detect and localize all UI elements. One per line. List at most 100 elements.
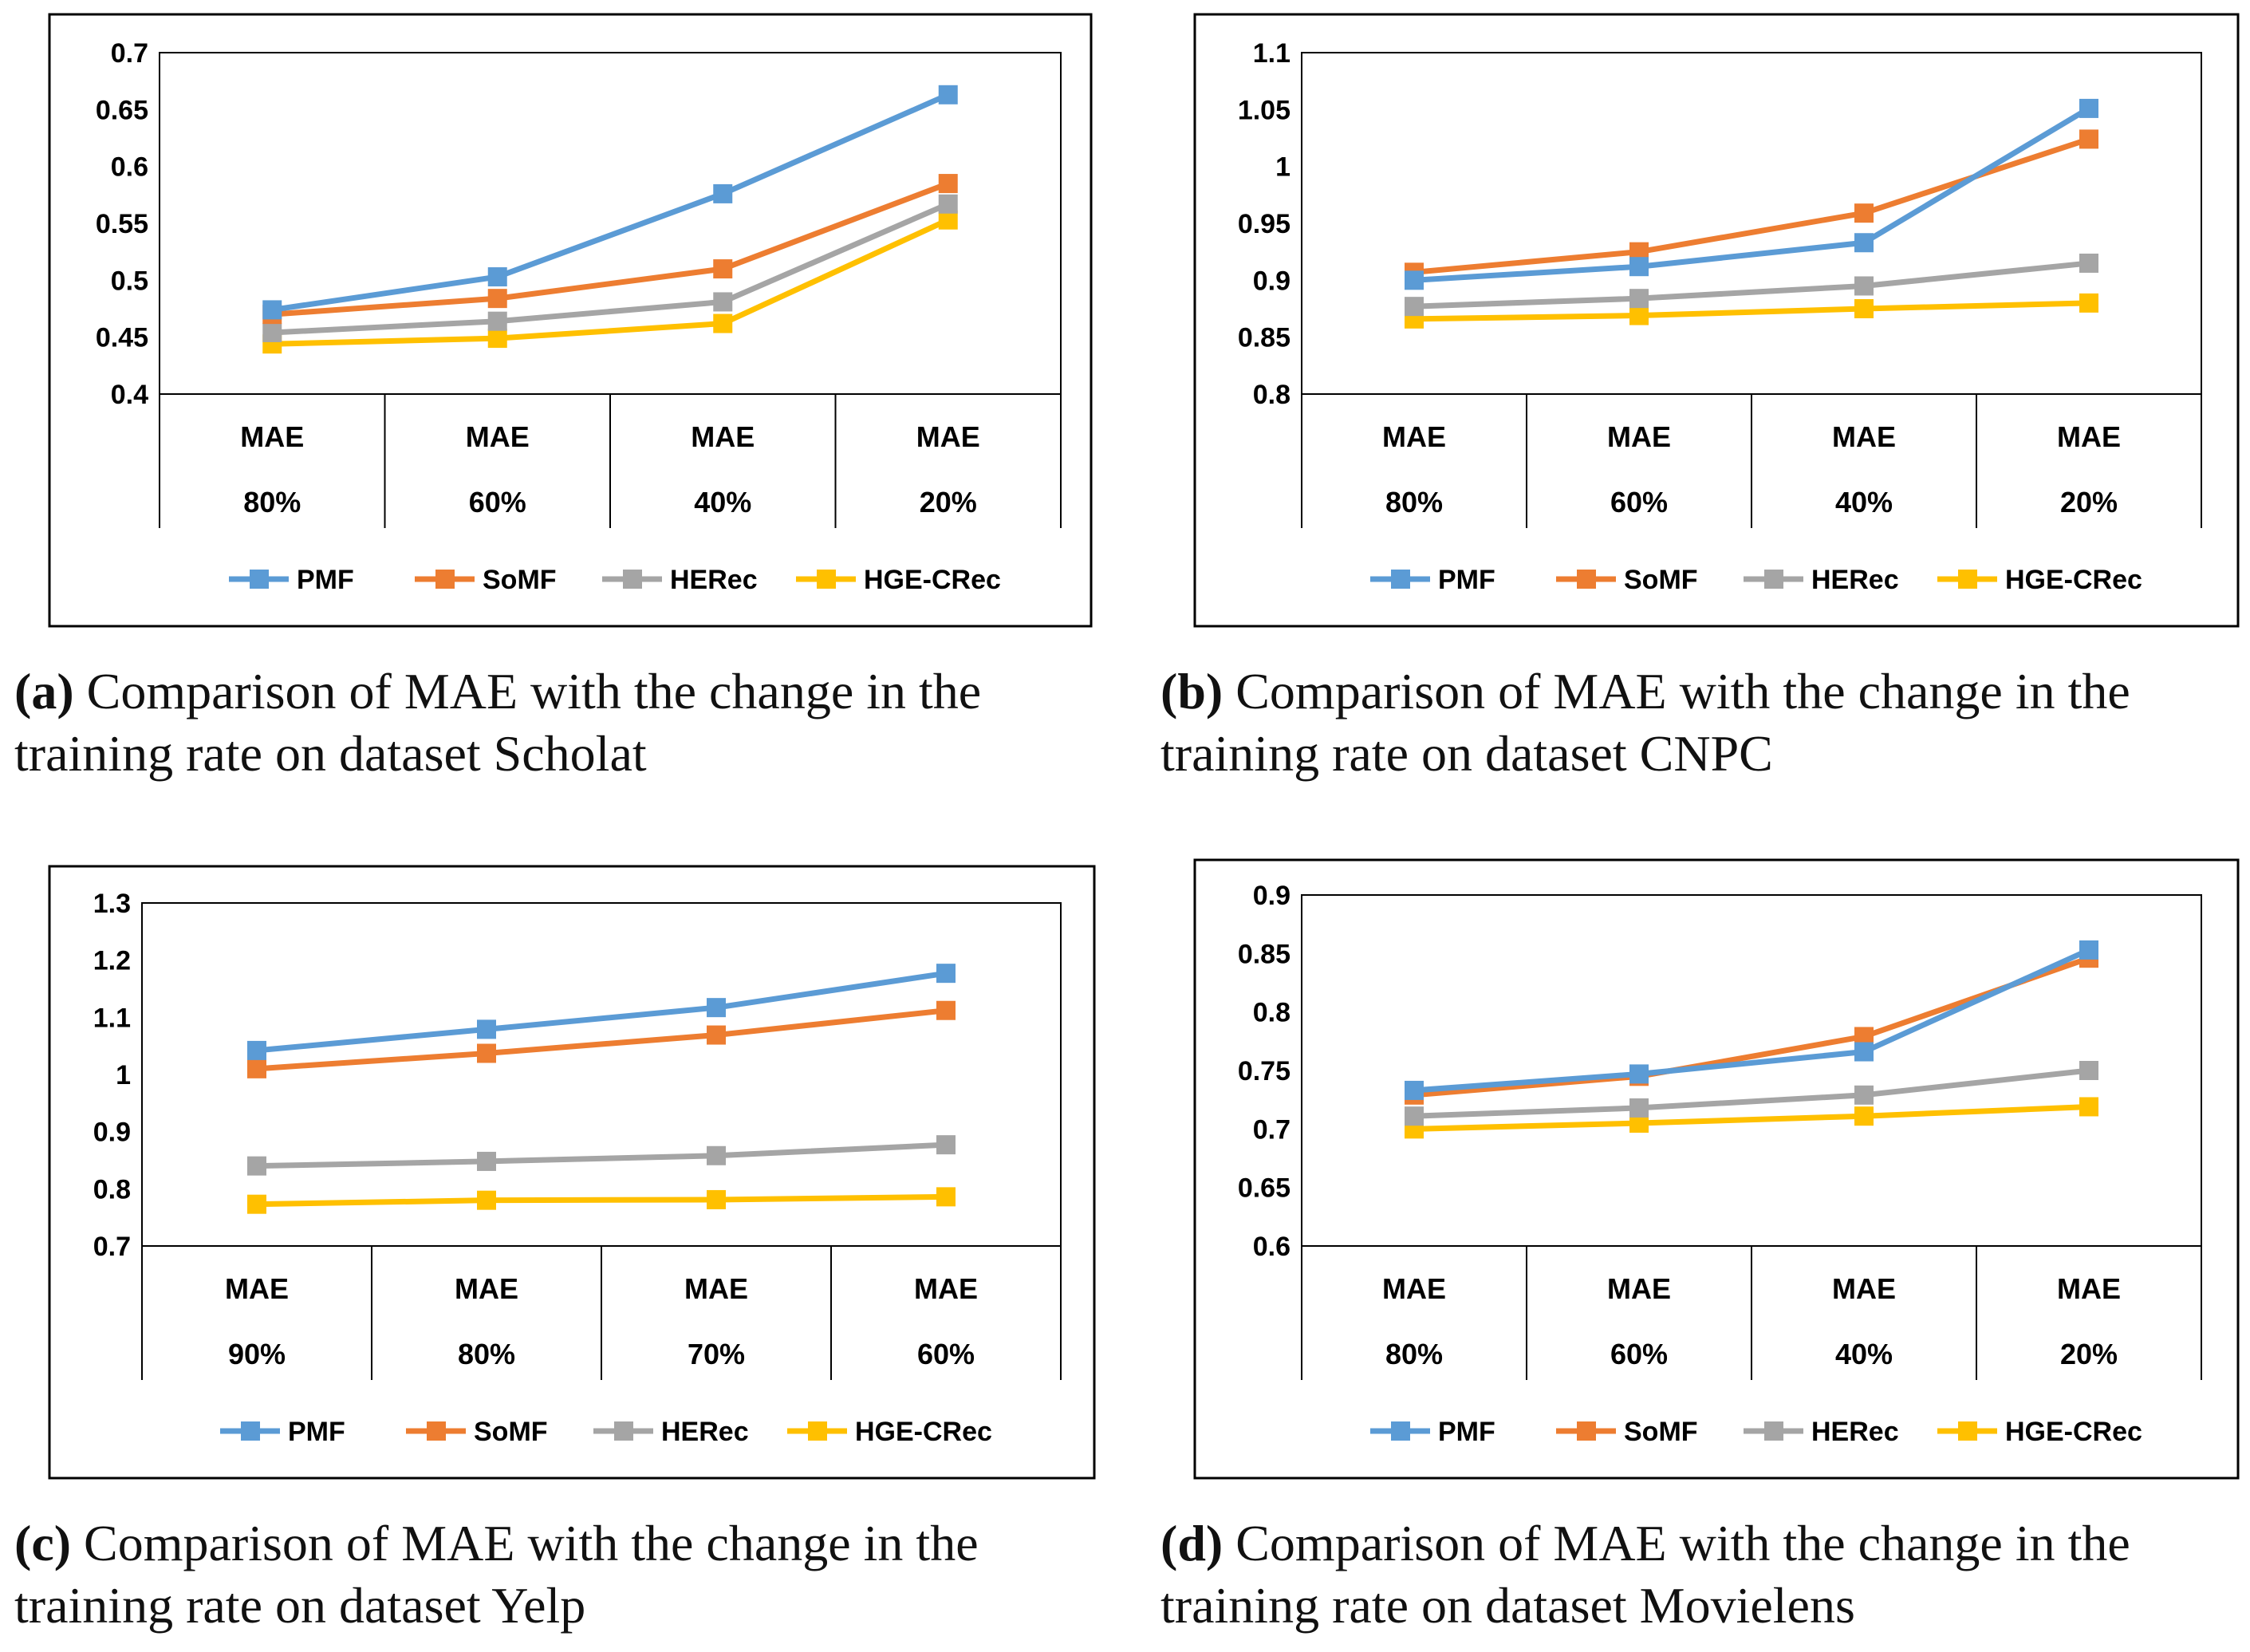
data-point-pmf	[247, 1040, 266, 1060]
data-point-pmf	[1854, 233, 1874, 253]
category-sublabel: 60%	[1610, 486, 1668, 518]
data-point-herec	[477, 1151, 496, 1171]
data-point-somf	[1854, 203, 1874, 223]
category-label: MAE	[916, 420, 980, 453]
legend-marker-hge-crec	[817, 570, 836, 589]
data-point-pmf	[262, 300, 282, 320]
data-point-herec	[1405, 297, 1424, 317]
chart-frame	[1193, 858, 2240, 1480]
y-tick-label: 0.6	[1253, 1232, 1290, 1262]
data-point-pmf	[1854, 1042, 1874, 1062]
category-label: MAE	[1832, 420, 1896, 453]
caption-a-text: Comparison of MAE with the change in the…	[14, 663, 982, 782]
y-tick-label: 0.8	[1253, 998, 1290, 1028]
y-tick-label: 1.2	[93, 946, 131, 976]
data-point-somf	[487, 289, 507, 309]
caption-a: (a) Comparison of MAE with the change in…	[14, 660, 1147, 785]
plot-area	[1301, 52, 2202, 395]
category-label: MAE	[1832, 1272, 1896, 1305]
series-line-hge-crec	[1413, 300, 2090, 322]
legend-label-somf: SoMF	[1624, 565, 1698, 595]
data-point-herec	[707, 1145, 726, 1165]
category-label: MAE	[240, 420, 304, 453]
data-point-pmf	[936, 964, 956, 984]
category-sublabel: 60%	[917, 1338, 975, 1370]
chart-frame	[48, 13, 1093, 628]
y-tick-label: 0.7	[1253, 1114, 1290, 1145]
y-tick-label: 0.85	[1238, 939, 1290, 969]
y-tick-label: 0.85	[1238, 323, 1290, 353]
data-point-pmf	[1405, 270, 1424, 290]
data-point-somf	[2079, 129, 2098, 149]
data-point-somf	[938, 174, 958, 194]
legend-marker-somf	[1577, 570, 1596, 589]
category-sublabel: 90%	[228, 1338, 286, 1370]
category-label: MAE	[1382, 1272, 1446, 1305]
data-point-pmf	[1405, 1080, 1424, 1100]
legend-label-herec: HERec	[1811, 565, 1899, 595]
y-tick-label: 1.05	[1238, 95, 1290, 125]
legend-marker-hge-crec	[1958, 570, 1977, 589]
data-point-pmf	[707, 998, 726, 1018]
caption-d: (d) Comparison of MAE with the change in…	[1160, 1512, 2245, 1637]
chart-panel-a: 0.4 0.45 0.5 0.55 0.6 0.65 0.7 MAE 80% MAE 60% MAE 4…	[0, 0, 1125, 814]
category-label: MAE	[1607, 420, 1671, 453]
category-label: MAE	[914, 1272, 978, 1305]
data-point-hge-crec	[936, 1187, 956, 1207]
data-point-somf	[247, 1059, 266, 1078]
y-tick-label: 0.6	[111, 152, 148, 183]
data-point-herec	[713, 292, 733, 312]
y-tick-label: 1	[1275, 152, 1290, 183]
data-point-somf	[707, 1025, 726, 1045]
chart-panel-d: 0.6 0.65 0.7 0.75 0.8 0.85 0.9 MAE 80% MAE 60% MAE 4…	[1125, 854, 2250, 1652]
category-label: MAE	[2057, 420, 2121, 453]
legend-marker-herec	[1764, 570, 1783, 589]
y-tick-label: 0.7	[93, 1232, 131, 1262]
category-sublabel: 60%	[469, 486, 526, 518]
category-sublabel: 80%	[243, 486, 301, 518]
caption-b-label: (b)	[1160, 663, 1224, 720]
legend-marker-somf	[427, 1421, 446, 1441]
data-point-hge-crec	[1854, 1106, 1874, 1126]
chart-frame	[1193, 13, 2240, 628]
series-line-herec	[272, 201, 950, 336]
category-label: MAE	[1607, 1272, 1671, 1305]
y-tick-label: 0.8	[93, 1174, 131, 1205]
data-point-somf	[477, 1043, 496, 1063]
category-sublabel: 20%	[2060, 486, 2118, 518]
data-point-hge-crec	[707, 1189, 726, 1209]
y-tick-label: 0.95	[1238, 209, 1290, 239]
legend-marker-hge-crec	[808, 1421, 827, 1441]
data-point-pmf	[1629, 1064, 1649, 1084]
category-label: MAE	[684, 1272, 748, 1305]
chart-d-svg: 0.6 0.65 0.7 0.75 0.8 0.85 0.9 MAE 80% MAE 60% MAE 4…	[1193, 858, 2240, 1480]
y-tick-label: 0.65	[1238, 1173, 1290, 1204]
caption-d-text: Comparison of MAE with the change in the…	[1160, 1515, 2130, 1634]
y-tick-label: 0.7	[111, 38, 148, 69]
legend-label-herec: HERec	[670, 565, 758, 595]
category-label: MAE	[455, 1272, 518, 1305]
data-point-pmf	[713, 183, 733, 203]
legend-marker-pmf	[1391, 1421, 1410, 1441]
series-line-herec	[256, 1141, 947, 1169]
series-line-hge-crec	[256, 1193, 947, 1208]
data-point-herec	[936, 1135, 956, 1155]
category-label: MAE	[225, 1272, 289, 1305]
caption-c-label: (c)	[14, 1515, 72, 1571]
y-tick-label: 1.1	[93, 1003, 131, 1033]
legend-marker-somf	[435, 570, 455, 589]
legend-marker-herec	[1764, 1421, 1783, 1441]
legend-label-somf: SoMF	[1624, 1417, 1698, 1447]
caption-c: (c) Comparison of MAE with the change in…	[14, 1512, 1147, 1637]
chart-c-svg: 0.7 0.8 0.9 1 1.1 1.2 1.3 MAE 90% MAE 80% MAE 70% MAE…	[48, 865, 1096, 1480]
chart-frame	[48, 865, 1096, 1480]
legend-label-herec: HERec	[661, 1417, 749, 1447]
legend-label-pmf: PMF	[288, 1417, 345, 1447]
data-point-pmf	[487, 267, 507, 287]
legend-marker-somf	[1577, 1421, 1596, 1441]
legend-label-hge-crec: HGE-CRec	[864, 565, 1001, 595]
legend-label-hge-crec: HGE-CRec	[2005, 1417, 2142, 1447]
legend-label-pmf: PMF	[1438, 565, 1495, 595]
series-line-hge-crec	[272, 217, 950, 347]
y-tick-label: 0.9	[93, 1118, 131, 1148]
